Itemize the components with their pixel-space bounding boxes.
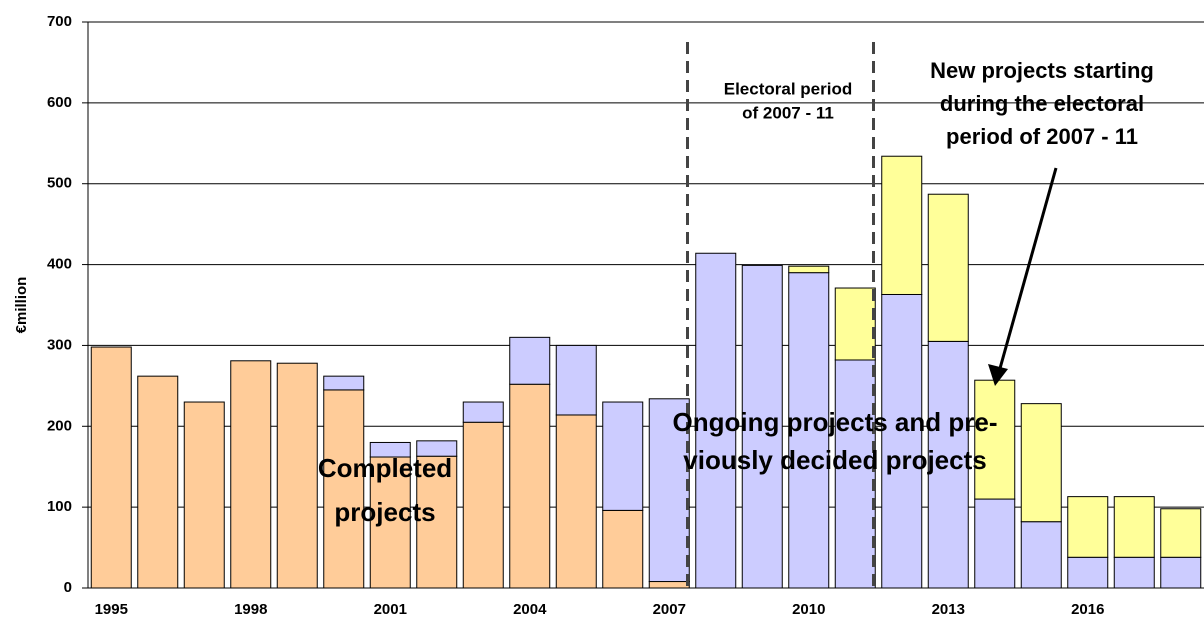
bar-segment xyxy=(881,293,923,589)
bar-segment xyxy=(974,379,1016,500)
bar-segment xyxy=(881,155,923,295)
annotation: period of 2007 - 11 xyxy=(946,124,1138,149)
bar-segment xyxy=(323,389,365,589)
y-tick-label: 500 xyxy=(47,175,72,192)
bar-segment xyxy=(555,414,597,589)
y-tick-label: 600 xyxy=(47,94,72,111)
bar-segment xyxy=(741,264,783,589)
bar-segment xyxy=(90,346,132,589)
x-tick-label: 2007 xyxy=(653,601,686,618)
bar-segment xyxy=(323,375,365,391)
annotation: Electoral period xyxy=(724,79,852,98)
arrow-head xyxy=(988,364,1008,386)
bar-segment xyxy=(276,362,318,589)
x-tick-label: 2004 xyxy=(513,601,547,618)
bar-segment xyxy=(788,265,830,274)
bar-segment xyxy=(183,401,225,589)
annotation: viously decided projects xyxy=(683,445,986,475)
bar-segment xyxy=(1160,556,1202,589)
y-tick-label: 300 xyxy=(47,336,72,353)
bar-segment xyxy=(416,440,458,457)
bar-segment xyxy=(834,359,876,589)
bar-segment xyxy=(1020,521,1062,589)
annotation: Ongoing projects and pre- xyxy=(672,407,997,437)
bar-segment xyxy=(695,252,737,589)
y-tick-label: 100 xyxy=(47,498,72,515)
annotation: projects xyxy=(334,497,435,527)
x-tick-label: 2016 xyxy=(1071,601,1104,618)
annotation: during the electoral xyxy=(940,91,1144,116)
bar-segment xyxy=(974,498,1016,589)
y-axis-label: €million xyxy=(13,277,30,334)
bar-segment xyxy=(927,340,969,589)
y-tick-label: 0 xyxy=(64,579,72,596)
annotation: Completed xyxy=(318,453,452,483)
bar-segment xyxy=(555,344,597,416)
x-tick-label: 1998 xyxy=(234,601,267,618)
bar-segment xyxy=(1067,496,1109,558)
bar-segment xyxy=(648,581,690,589)
bar-segment xyxy=(927,193,969,342)
bar-segment xyxy=(462,401,504,423)
y-tick-label: 400 xyxy=(47,256,72,273)
bar-segment xyxy=(602,401,644,511)
bar-segment xyxy=(369,456,411,589)
bar-segment xyxy=(509,383,551,589)
bar-segment xyxy=(230,360,272,589)
arrow-shaft xyxy=(997,167,1058,373)
bar-segment xyxy=(1113,556,1155,589)
bar-segment xyxy=(648,398,690,583)
bar-segment xyxy=(137,375,179,589)
y-tick-label: 200 xyxy=(47,417,72,434)
x-tick-label: 2013 xyxy=(932,601,965,618)
bar-segment xyxy=(509,336,551,385)
bar-segment xyxy=(834,287,876,361)
x-tick-label: 1995 xyxy=(95,601,128,618)
x-tick-label: 2001 xyxy=(374,601,407,618)
bar-segment xyxy=(462,421,504,589)
x-tick-label: 2010 xyxy=(792,601,825,618)
bar-segment xyxy=(1113,496,1155,558)
bar-segment xyxy=(1067,556,1109,589)
bar-segment xyxy=(1160,508,1202,558)
annotation: New projects starting xyxy=(930,58,1154,83)
bar-segment xyxy=(602,509,644,589)
bar-segment xyxy=(1020,403,1062,523)
annotation: of 2007 - 11 xyxy=(742,103,834,122)
bar-segment xyxy=(369,441,411,458)
y-tick-label: 700 xyxy=(47,13,72,30)
